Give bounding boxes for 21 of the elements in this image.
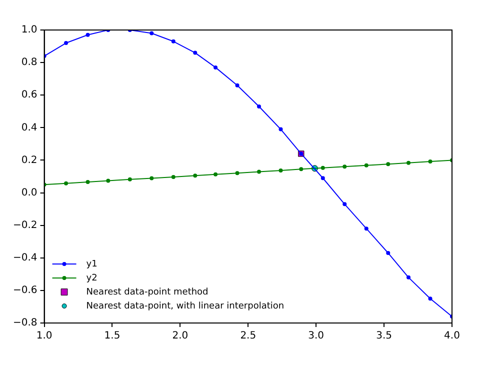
y-tick-label: 0.6 xyxy=(21,90,38,101)
x-tick-label: 4.0 xyxy=(444,330,460,342)
y-tick-label: 1.0 xyxy=(21,24,38,36)
x-tick-label: 3.0 xyxy=(308,330,324,342)
y-tick-label: −0.4 xyxy=(12,252,38,264)
x-tick-label: 2.5 xyxy=(240,330,256,342)
legend-label: Nearest data-point, with linear interpolation xyxy=(86,301,284,312)
y-tick-label: 0.2 xyxy=(21,154,38,166)
x-tick-label: 2.0 xyxy=(172,330,188,342)
x-tick-label: 1.5 xyxy=(104,330,120,342)
x-tick-label: 3.5 xyxy=(376,330,392,342)
y-tick-label: 0.0 xyxy=(21,187,38,198)
legend-label: Nearest data-point method xyxy=(86,287,208,298)
legend-label: y1 xyxy=(86,259,98,270)
x-tick-label: 1.0 xyxy=(36,330,52,342)
y-tick-label: 0.8 xyxy=(21,57,38,68)
y-tick-label: −0.6 xyxy=(12,285,38,296)
y-tick-label: −0.2 xyxy=(12,220,38,231)
legend-label: y2 xyxy=(86,273,98,284)
y-tick-label: 0.4 xyxy=(21,122,38,134)
y-tick-label: −0.8 xyxy=(12,318,38,329)
